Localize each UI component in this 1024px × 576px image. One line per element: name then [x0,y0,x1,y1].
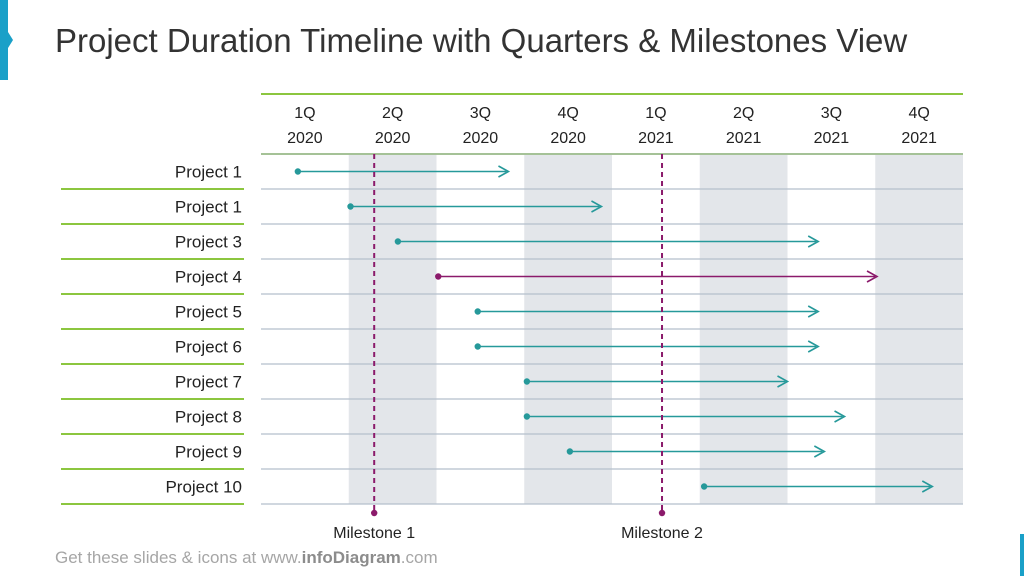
footer-suffix: .com [400,548,438,567]
project-label: Project 8 [175,408,242,427]
project-start-dot [523,413,531,420]
footer-credit: Get these slides & icons at www.infoDiag… [55,548,438,568]
project-start-dot [700,483,708,490]
project-start-dot [435,273,442,280]
project-label: Project 9 [175,443,242,462]
quarter-label: 4Q [557,105,578,122]
project-arrow-head [807,235,820,248]
quarter-label: 2Q [382,105,403,122]
quarter-label: 2Q [733,105,754,122]
quarter-year-label: 2021 [814,130,850,147]
milestone-label: Milestone 1 [333,525,415,542]
footer-prefix: Get these slides & icons at www. [55,548,302,567]
project-start-dot [347,203,354,210]
project-label: Project 1 [175,163,242,182]
project-arrow-head [921,480,934,493]
quarter-label: 1Q [294,105,315,122]
project-start-dot [394,238,402,245]
project-arrow-head [777,375,790,388]
quarter-label: 3Q [821,105,842,122]
project-start-dot [474,308,481,315]
project-label: Project 6 [175,338,242,357]
project-label: Project 3 [175,233,242,252]
right-accent-bar [1020,534,1024,576]
quarter-label: 1Q [645,105,666,122]
milestone-label: Milestone 2 [621,525,703,542]
quarter-label: 3Q [470,105,491,122]
quarter-year-label: 2020 [375,130,411,147]
left-accent-bar [0,0,13,80]
project-label: Project 10 [165,478,242,497]
milestone-dot [658,509,666,517]
project-arrow-head [866,270,879,283]
quarter-year-label: 2021 [901,130,937,147]
project-label: Project 4 [175,268,242,287]
project-label: Project 1 [175,198,242,217]
project-start-dot [523,378,531,385]
footer-brand: infoDiagram [301,548,401,567]
project-start-dot [294,168,302,175]
project-start-dot [566,448,574,455]
quarter-year-label: 2021 [638,130,674,147]
slide-title: Project Duration Timeline with Quarters … [55,22,908,59]
quarter-year-label: 2020 [287,130,323,147]
project-arrow-head [807,305,820,318]
project-arrow-head [498,165,511,178]
project-arrow-head [834,410,847,423]
project-arrow-head [807,340,820,353]
quarter-year-label: 2020 [550,130,586,147]
quarter-year-label: 2021 [726,130,762,147]
quarter-year-label: 2020 [463,130,499,147]
quarter-label: 4Q [908,105,929,122]
project-start-dot [474,343,481,350]
project-arrow-head [813,445,827,458]
milestone-dot [370,509,378,517]
project-label: Project 7 [175,373,242,392]
project-label: Project 5 [175,303,242,322]
project-arrow-head [591,200,604,213]
